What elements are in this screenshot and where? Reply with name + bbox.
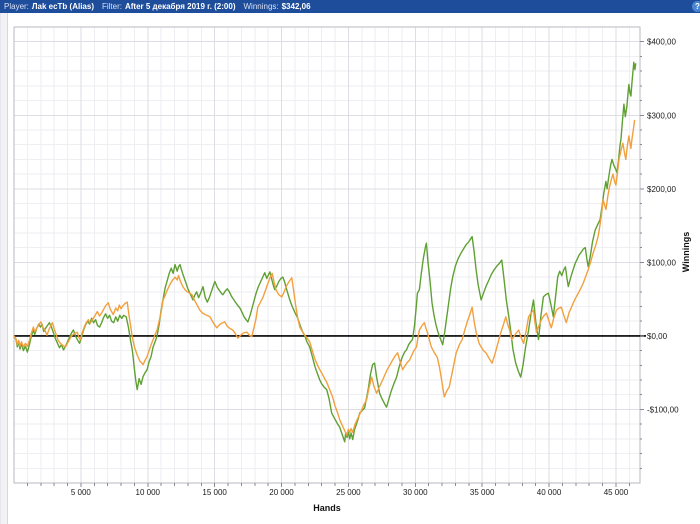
x-tick-label: 5 000 (71, 488, 92, 497)
x-tick-label: 35 000 (470, 488, 495, 497)
x-tick-label: 10 000 (136, 488, 161, 497)
y-tick-label: $300,00 (647, 111, 676, 120)
x-tick-label: 40 000 (537, 488, 562, 497)
x-tick-label: 20 000 (269, 488, 294, 497)
winnings-label: Winnings: (243, 2, 279, 11)
plot-border (13, 26, 641, 484)
winnings-chart: 5 000 10 000 15 000 20 000 25 000 30 000 35 00… (13, 26, 679, 497)
filter-label: Filter: (101, 2, 122, 11)
title-bar: Player: Лak ecTb (Alias) Filter: After 5 де… (0, 0, 700, 13)
x-tick-label: 30 000 (403, 488, 428, 497)
left-panel-splitter[interactable] (0, 13, 8, 524)
x-tick-label: 25 000 (336, 488, 361, 497)
player-value: Лak ecTb (Alias) (31, 2, 94, 11)
x-tick-label: 45 000 (604, 488, 629, 497)
y-tick-label: -$100,00 (647, 405, 679, 414)
y-tick-label: $100,00 (647, 258, 676, 267)
y-tick-label: $0,00 (647, 332, 668, 341)
filter-value: After 5 декабря 2019 г. (2:00) (124, 2, 236, 11)
y-tick-label: $200,00 (647, 185, 676, 194)
player-label: Player: (4, 2, 29, 11)
series-line-green (13, 61, 637, 443)
y-tick-label: $400,00 (647, 38, 676, 47)
help-icon[interactable]: ? (692, 1, 700, 12)
series-line-orange (13, 119, 636, 436)
x-tick-label: 15 000 (202, 488, 227, 497)
winnings-value: $342,06 (281, 2, 311, 11)
x-axis-title: Hands (313, 503, 341, 513)
y-axis-title: Winnings (681, 231, 691, 273)
